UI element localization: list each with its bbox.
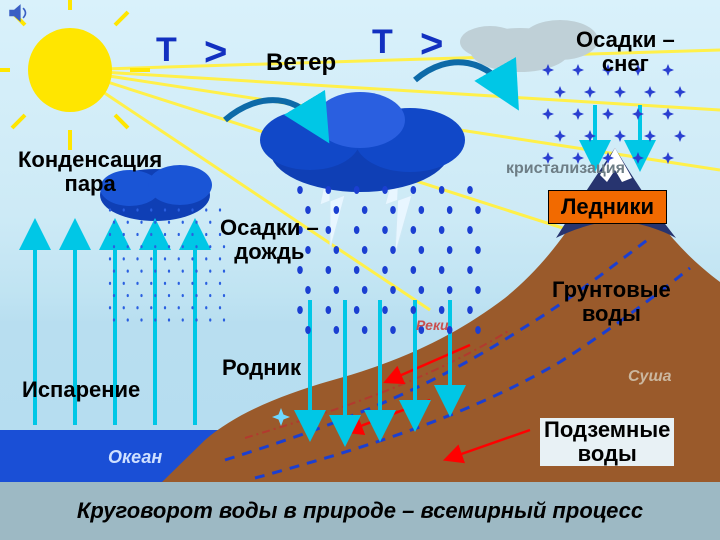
condensation-label: Конденсация пара bbox=[18, 148, 162, 196]
crystallization-label: кристализация bbox=[506, 160, 625, 178]
evaporation-label: Испарение bbox=[22, 378, 140, 402]
gt2: > bbox=[420, 22, 443, 66]
water-cycle-diagram: { "title": "Круговорот воды в природе – … bbox=[0, 0, 720, 540]
caption-bar: Круговорот воды в природе – всемирный пр… bbox=[0, 482, 720, 540]
wind-label: Ветер bbox=[266, 50, 336, 76]
groundwater-label: Грунтовые воды bbox=[552, 278, 671, 326]
snow-label: Осадки – снег bbox=[576, 28, 675, 76]
glaciers-label: Ледники bbox=[548, 190, 667, 224]
gt1: > bbox=[204, 30, 227, 74]
ocean-label: Океан bbox=[108, 448, 162, 468]
rain-label: Осадки – дождь bbox=[220, 216, 319, 264]
land-label: Суша bbox=[628, 368, 672, 386]
underground-label: Подземные воды bbox=[540, 418, 674, 466]
caption-text: Круговорот воды в природе – всемирный пр… bbox=[77, 499, 643, 523]
rivers-label: Реки bbox=[416, 318, 449, 333]
t1-label: Т bbox=[156, 32, 177, 69]
t2-label: Т bbox=[372, 24, 393, 61]
sound-icon bbox=[6, 0, 32, 26]
spring-label: Родник bbox=[222, 356, 301, 380]
